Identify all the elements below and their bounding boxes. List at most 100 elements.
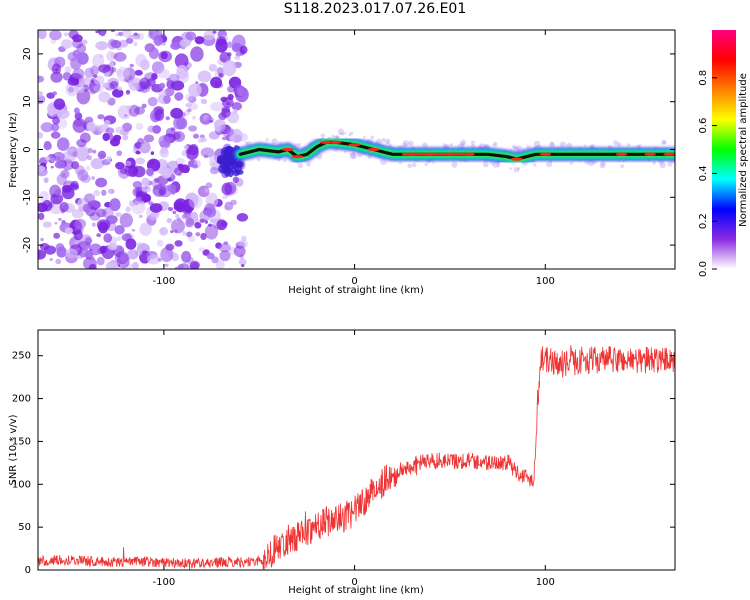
noise-blob	[241, 264, 245, 268]
noise-blob	[236, 160, 243, 168]
snr-y-tick-label: 0	[25, 565, 31, 576]
noise-blob	[89, 248, 93, 252]
noise-blob	[134, 168, 139, 173]
noise-blob	[125, 89, 131, 95]
noise-blob	[219, 51, 231, 63]
noise-blob	[135, 157, 146, 165]
ridge-halo	[636, 144, 640, 148]
colorbar-ticks: 0.0 0.2 0.4 0.6 0.8	[698, 70, 717, 277]
noise-blob	[174, 92, 184, 101]
noise-blob	[206, 252, 215, 260]
ridge-halo	[659, 162, 666, 169]
noise-blob	[116, 150, 123, 157]
ridge-halo	[299, 146, 303, 149]
noise-blob	[94, 130, 99, 134]
noise-blob	[131, 200, 146, 215]
noise-blob	[45, 156, 51, 161]
noise-blob	[102, 132, 110, 142]
noise-blob	[238, 258, 247, 266]
noise-blob	[56, 109, 70, 119]
ridge-halo	[411, 162, 417, 168]
noise-blob	[72, 118, 87, 133]
noise-blob	[220, 108, 231, 118]
noise-blob	[158, 135, 171, 148]
noise-blob	[200, 137, 207, 142]
noise-blob	[43, 177, 49, 184]
noise-blob	[54, 160, 66, 169]
snr-y-axis-label: SNR (10 * v/v)	[8, 414, 19, 485]
noise-blob	[125, 206, 131, 213]
noise-blob	[97, 150, 107, 160]
ridge-halo	[297, 162, 304, 169]
noise-blob	[148, 201, 154, 206]
noise-blob	[182, 199, 195, 213]
ridge-halo	[460, 139, 467, 146]
noise-blob	[134, 247, 143, 256]
noise-blob	[141, 177, 150, 187]
noise-blob	[147, 254, 161, 265]
noise-blob	[218, 243, 231, 253]
noise-blob	[133, 32, 138, 37]
noise-blob	[187, 235, 196, 243]
noise-blob	[76, 147, 89, 162]
ridge-peak	[281, 147, 294, 152]
noise-blob	[209, 166, 220, 175]
noise-blob	[194, 36, 205, 45]
noise-blob	[115, 212, 122, 217]
noise-blob	[61, 220, 66, 225]
noise-blob	[170, 107, 183, 119]
ridge-halo	[497, 164, 501, 168]
ridge-halo	[616, 142, 622, 148]
noise-blob	[210, 76, 223, 89]
snr-x-axis-label: Height of straight line (km)	[288, 585, 424, 596]
noise-blob	[86, 121, 96, 132]
noise-blob	[209, 120, 214, 123]
noise-blob	[74, 218, 87, 230]
noise-blob	[93, 189, 101, 197]
noise-blob	[124, 114, 128, 117]
noise-blob	[222, 194, 228, 200]
noise-blob	[50, 131, 61, 139]
noise-blob	[64, 148, 77, 161]
noise-blob	[200, 147, 215, 158]
noise-blob	[176, 64, 189, 80]
noise-blob	[115, 33, 119, 37]
noise-blob	[131, 228, 136, 232]
noise-blob	[72, 68, 85, 80]
noise-blob	[141, 185, 152, 193]
ridge-halo	[559, 141, 566, 148]
noise-blob	[62, 71, 72, 81]
snr-panel: -100 0 100 0 50 100 150 200 250 Height of straig…	[8, 329, 676, 596]
noise-blob	[192, 115, 196, 120]
noise-blob	[129, 63, 134, 68]
noise-blob	[116, 66, 130, 82]
noise-blob	[149, 32, 154, 35]
noise-blob	[170, 218, 185, 234]
noise-blob	[93, 84, 104, 93]
noise-blob	[85, 165, 91, 171]
noise-blob	[38, 249, 47, 260]
ridge-halo	[349, 131, 354, 135]
ridge-halo	[256, 157, 261, 162]
noise-blob	[98, 64, 111, 73]
noise-blob	[88, 255, 95, 261]
noise-blob	[208, 131, 220, 140]
noise-blob	[114, 161, 125, 170]
noise-blob	[172, 210, 177, 215]
noise-blob	[178, 264, 184, 269]
noise-blob	[181, 149, 188, 157]
noise-blob	[233, 245, 246, 258]
noise-blob	[47, 153, 57, 164]
noise-blob	[188, 83, 202, 97]
noise-blob	[151, 73, 158, 80]
noise-blob	[170, 42, 181, 50]
noise-blob	[38, 165, 46, 172]
ridge-halo	[517, 167, 521, 170]
noise-blob	[234, 55, 241, 61]
figure-title: S118.2023.017.07.26.E01	[283, 1, 467, 17]
ridge-halo	[513, 145, 518, 150]
noise-blob	[109, 198, 121, 212]
ridge-halo	[407, 140, 414, 147]
ridge-peak	[615, 152, 628, 156]
noise-blob	[186, 231, 193, 238]
